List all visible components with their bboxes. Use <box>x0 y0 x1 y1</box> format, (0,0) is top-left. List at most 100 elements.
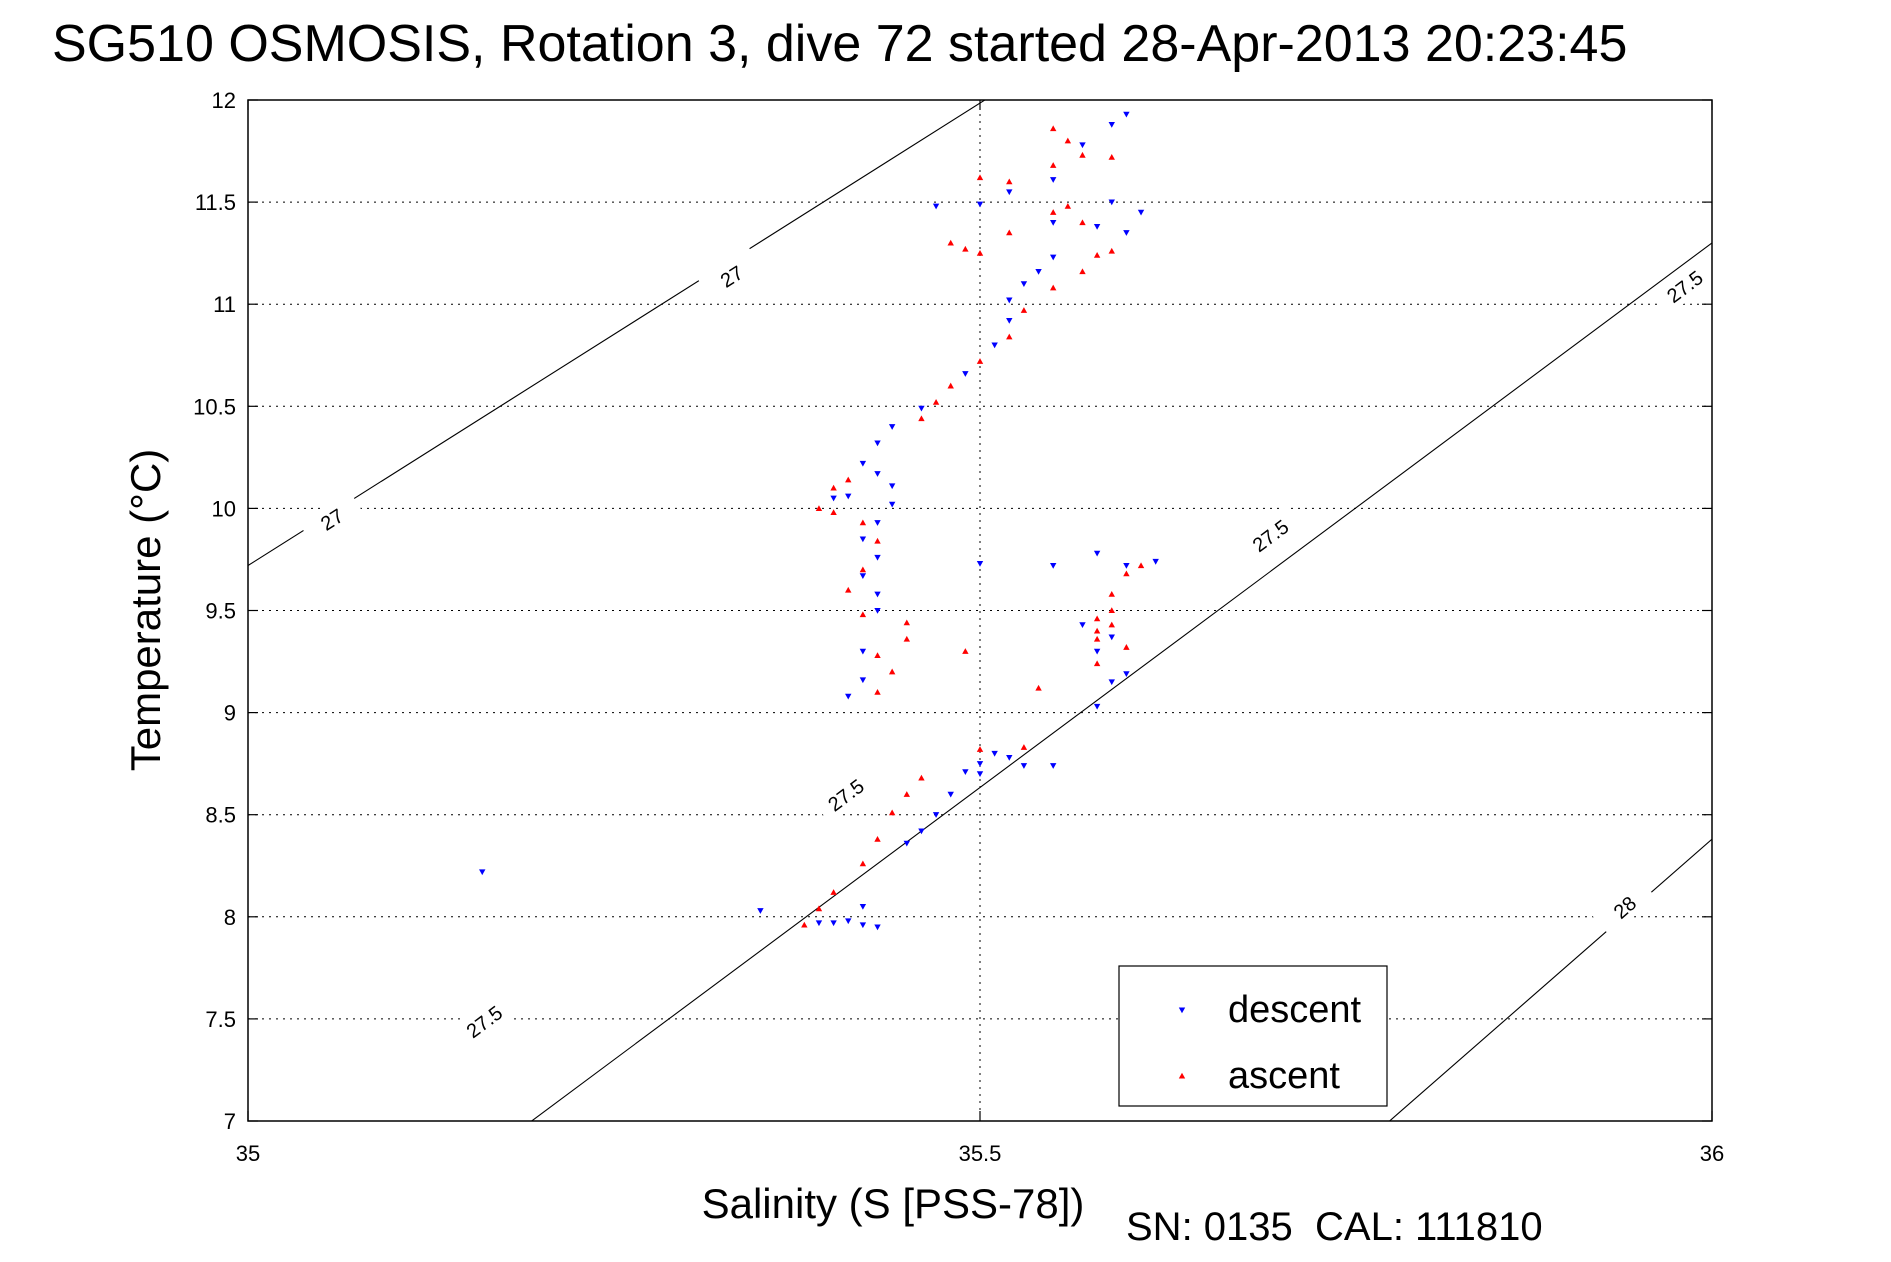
ascent-point <box>1079 219 1086 226</box>
ascent-point <box>1123 570 1130 577</box>
descent-point <box>1123 111 1130 118</box>
ascent-point <box>1064 137 1072 144</box>
x-tick-label: 36 <box>1700 1141 1724 1166</box>
descent-point <box>1108 634 1115 641</box>
descent-point <box>1123 671 1130 678</box>
descent-point <box>1050 177 1057 183</box>
descent-point <box>1108 679 1115 686</box>
serial-calibration-note: SN: 0135 CAL: 111810 <box>1126 1205 1543 1249</box>
descent-point <box>859 573 867 579</box>
descent-point <box>1035 268 1042 275</box>
descent-point <box>1093 224 1101 230</box>
ascent-point <box>1050 209 1057 215</box>
legend-label-ascent: ascent <box>1228 1055 1340 1097</box>
descent-point <box>845 693 852 700</box>
ascent-point <box>976 358 984 364</box>
ascent-point <box>859 519 867 526</box>
ascent-point <box>859 860 867 867</box>
axis-ticks: 35 35.5 36 7 7.5 8 8.5 9 9.5 10 10.5 11 11.5 12 <box>193 88 1724 1166</box>
contour-label-bg <box>1651 256 1712 315</box>
ascent-point <box>1079 151 1086 158</box>
ascent-point <box>874 836 881 842</box>
ascent-point <box>1093 660 1101 667</box>
ascent-point <box>932 399 940 405</box>
descent-point <box>859 904 867 910</box>
ascent-point <box>903 791 910 797</box>
ascent-point <box>903 619 910 626</box>
descent-point <box>1108 121 1115 128</box>
y-tick-label: 8.5 <box>205 803 236 828</box>
descent-point <box>976 761 984 767</box>
ascent-point <box>1020 307 1028 313</box>
ascent-point <box>918 415 925 422</box>
y-tick-label: 11.5 <box>195 190 236 215</box>
descent-point <box>1050 254 1057 261</box>
descent-point <box>1050 563 1057 569</box>
descent-point <box>874 591 881 598</box>
ascent-point <box>801 921 808 928</box>
chart-title: SG510 OSMOSIS, Rotation 3, dive 72 start… <box>52 15 1628 73</box>
ascent-point <box>874 652 881 658</box>
ascent-point <box>903 635 910 642</box>
contour-label-bg <box>812 765 878 824</box>
ascent-point <box>1108 590 1115 597</box>
descent-point <box>859 536 867 543</box>
descent-point <box>845 918 852 925</box>
descent-point <box>947 791 954 798</box>
descent-point <box>1006 297 1013 304</box>
y-tick-label: 8 <box>224 905 236 930</box>
descent-point <box>845 493 852 500</box>
ascent-point <box>859 566 867 573</box>
descent-point <box>918 405 925 412</box>
ascent-point <box>1108 153 1115 160</box>
descent-point <box>1123 563 1130 569</box>
ascent-point <box>815 505 823 511</box>
grid <box>248 100 1712 1121</box>
descent-point <box>932 812 940 818</box>
descent-point <box>1050 219 1057 226</box>
ascent-point <box>1093 635 1101 642</box>
descent-point <box>991 750 998 757</box>
isopycnal-line-27-5 <box>530 242 1712 1121</box>
y-tick-label: 7 <box>224 1109 236 1134</box>
y-tick-label: 7.5 <box>205 1007 236 1032</box>
ascent-point <box>1035 684 1042 691</box>
ascent-point <box>918 774 925 781</box>
descent-point <box>874 607 881 614</box>
ascent-point <box>888 668 896 675</box>
y-tick-label: 9 <box>224 701 236 726</box>
ascent-point <box>830 509 837 516</box>
ascent-point <box>947 239 954 246</box>
x-tick-label: 35.5 <box>959 1141 1002 1166</box>
descent-point <box>859 677 867 684</box>
descent-point <box>1006 317 1013 324</box>
contour-label-bg <box>1237 505 1303 565</box>
descent-point <box>918 828 925 835</box>
ascent-point <box>1050 284 1057 291</box>
descent-point <box>976 560 984 567</box>
descent-point <box>1020 763 1028 769</box>
descent-point <box>1137 209 1145 216</box>
descent-point <box>874 471 881 477</box>
contour-label-bg <box>451 991 517 1051</box>
ascent-point <box>976 249 984 256</box>
descent-point <box>1152 558 1159 565</box>
ascent-point <box>1050 125 1057 132</box>
descent-point <box>1020 281 1028 287</box>
ascent-point <box>976 746 984 752</box>
ascent-point <box>1108 621 1115 628</box>
ascent-point <box>1093 615 1101 622</box>
ascent-point <box>1020 744 1028 750</box>
descent-point <box>1006 754 1013 761</box>
legend: descent ascent <box>1118 965 1388 1107</box>
descent-point <box>815 920 823 927</box>
descent-point <box>991 342 998 349</box>
ascent-point <box>1064 202 1072 209</box>
ascent-point <box>859 611 867 618</box>
descent-point <box>1093 703 1101 710</box>
contour-label-bg <box>698 247 764 304</box>
ascent-point <box>976 174 984 181</box>
descent-point <box>1108 199 1115 206</box>
